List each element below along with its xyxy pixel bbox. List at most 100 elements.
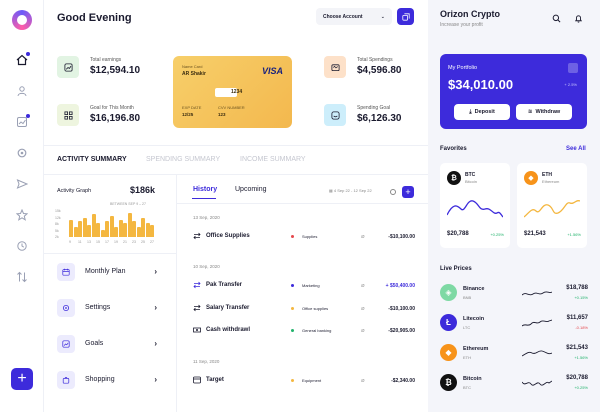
x-tick-label: 9 (69, 240, 71, 244)
live-price-row[interactable]: ◆ Ethereum ETH $21,543 +1.56% (440, 344, 588, 362)
card-name-label: Name Card (182, 64, 203, 69)
crypto-subtitle: Increase your profit (440, 22, 483, 28)
favorite-symbol: ETH (542, 172, 552, 178)
favorite-card-eth[interactable]: ◆ ETH Ethereum $21,543 +1.56% (517, 163, 587, 248)
deposit-button[interactable]: ⤓ Deposit (454, 104, 510, 120)
ethereum-live-icon: ◆ (440, 344, 457, 361)
activity-bar[interactable] (96, 223, 100, 237)
tab-activity-summary[interactable]: ACTIVITY SUMMARY (57, 156, 127, 163)
transaction-category: Marketing (302, 283, 320, 288)
y-tick-label: 15k (55, 209, 61, 213)
live-price-row[interactable]: Ł Litecoin LTC $11,657 -0.18% (440, 314, 588, 332)
activity-bar[interactable] (73, 226, 78, 237)
credit-card[interactable]: Name Card AR Shakir VISA 1234 EXP DATE 1… (173, 56, 292, 128)
activity-bar[interactable] (118, 219, 123, 237)
divider (44, 253, 176, 254)
send-icon[interactable] (14, 176, 30, 192)
activity-bar[interactable] (141, 217, 145, 237)
activity-bar[interactable] (87, 224, 91, 237)
activity-bar[interactable] (82, 217, 87, 237)
settings-icon[interactable] (14, 145, 30, 161)
favorite-change: +1.56% (567, 232, 581, 237)
coin-change: +1.56% (574, 355, 588, 360)
favorite-name: Ethereum (542, 179, 560, 184)
menu-goals[interactable]: Goals › (57, 334, 161, 354)
divider (44, 174, 428, 175)
star-icon[interactable] (14, 207, 30, 223)
card-number: 1234 (231, 89, 243, 95)
portfolio-title: My Portfolio (448, 65, 478, 71)
attachment-icon[interactable]: ⌀ (361, 306, 365, 312)
copy-button[interactable] (397, 8, 414, 25)
y-tick-label: 5k (55, 228, 59, 233)
transfer-icon (193, 281, 201, 289)
trend-icon (57, 335, 75, 353)
activity-bar[interactable] (150, 224, 154, 237)
date-range-picker[interactable]: ▦ 4 Sep 22 - 12 Sep 22 (329, 188, 372, 193)
transaction-row[interactable]: Office Supplies Supplies ⌀ -$10,100.00 (193, 232, 415, 242)
category-dot (291, 379, 294, 382)
search-button[interactable] (549, 11, 563, 25)
attachment-icon[interactable]: ⌀ (361, 234, 365, 240)
home-icon[interactable] (14, 52, 30, 68)
category-dot (291, 284, 294, 287)
attachment-icon[interactable]: ⌀ (361, 378, 365, 384)
transaction-row[interactable]: Cash withdrawl General banking ⌀ -$20,90… (193, 326, 415, 336)
activity-bar[interactable] (114, 226, 118, 237)
eth-sparkline (524, 199, 580, 218)
add-button[interactable]: + (11, 368, 33, 390)
activity-bar[interactable] (145, 223, 150, 237)
stat-value: $4,596.80 (357, 65, 402, 76)
category-dot (291, 307, 294, 310)
withdraw-button[interactable]: ≋ Withdraw (516, 104, 572, 120)
y-tick-label: 8k (55, 222, 59, 226)
tab-spending-summary[interactable]: SPENDING SUMMARY (146, 156, 221, 163)
tab-income-summary[interactable]: INCOME SUMMARY (240, 156, 306, 163)
see-all-link[interactable]: See All (566, 146, 586, 152)
notifications-button[interactable] (571, 11, 585, 25)
copy-icon (401, 12, 410, 21)
transaction-category: Equipment (302, 378, 322, 383)
litecoin-icon: Ł (440, 314, 457, 331)
card-chip (215, 88, 237, 97)
activity-bar[interactable] (91, 214, 96, 237)
ethereum-sparkline (522, 350, 552, 357)
transaction-row[interactable]: Target Equipment ⌀ -$2,340.00 (193, 376, 415, 386)
chart-nav-icon[interactable] (14, 114, 30, 130)
tab-upcoming[interactable]: Upcoming (235, 186, 267, 193)
portfolio-chart-icon[interactable] (568, 63, 578, 73)
stat-label: Total earnings (90, 57, 122, 63)
account-select[interactable]: Choose Account ⌄ (316, 8, 392, 25)
menu-settings[interactable]: Settings › (57, 298, 161, 318)
activity-bar[interactable] (78, 221, 82, 237)
user-icon[interactable] (14, 83, 30, 99)
attachment-icon[interactable]: ⌀ (361, 283, 365, 289)
activity-bar[interactable] (100, 230, 105, 237)
activity-bar[interactable] (132, 221, 136, 237)
activity-bar[interactable] (109, 216, 114, 237)
live-price-row[interactable]: ₿ Bitcoin BTC $20,788 +0.25% (440, 374, 588, 392)
filter-gear-icon[interactable] (390, 189, 396, 195)
transaction-row[interactable]: Salary Transfer Office supplies ⌀ -$10,1… (193, 304, 415, 314)
history-icon[interactable] (14, 238, 30, 254)
activity-bar[interactable] (123, 223, 127, 237)
activity-bar[interactable] (69, 219, 73, 237)
attachment-icon[interactable]: ⌀ (361, 328, 365, 334)
coin-price: $18,788 (566, 285, 588, 291)
coin-change: +0.25% (574, 385, 588, 390)
x-tick-label: 17 (105, 240, 109, 244)
favorite-card-btc[interactable]: ₿ BTC Bitcoin $20,788 +0.25% (440, 163, 510, 248)
transaction-row[interactable]: Pak Transfer Marketing ⌀ + $50,400.00 (193, 281, 415, 291)
menu-monthly-plan[interactable]: Monthly Plan › (57, 262, 161, 282)
binance-sparkline (522, 291, 552, 296)
coin-symbol: LTC (463, 325, 471, 330)
coin-symbol: BNB (463, 295, 472, 300)
activity-bar[interactable] (127, 212, 132, 237)
history-add-button[interactable]: + (402, 186, 414, 198)
activity-bar[interactable] (136, 226, 141, 237)
transfer-nav-icon[interactable] (14, 269, 30, 285)
menu-shopping[interactable]: Shopping › (57, 370, 161, 390)
live-price-row[interactable]: ◈ Binance BNB $18,788 +0.15% (440, 284, 588, 302)
activity-bar[interactable] (105, 221, 109, 237)
tab-history[interactable]: History (193, 186, 218, 193)
